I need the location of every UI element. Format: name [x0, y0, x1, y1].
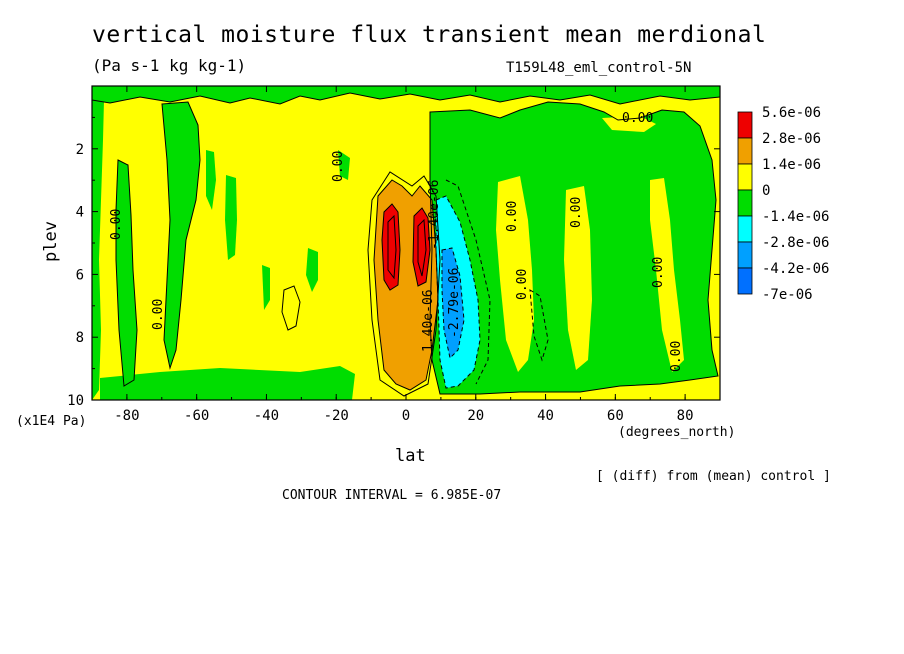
colorbar-swatch: [737, 189, 753, 217]
x-tick-label: -60: [184, 408, 209, 424]
x-axis-label: lat: [395, 446, 426, 466]
y-tick-label: 8: [76, 330, 84, 346]
contour-label: -1.40e-06: [427, 180, 442, 250]
colorbar-swatch: [737, 111, 753, 139]
x-tick-label: 0: [402, 408, 410, 424]
contour-neg-far: [445, 179, 491, 385]
field-green-patch-45s: [225, 175, 237, 260]
contour-label: 0.00: [569, 197, 584, 228]
colorbar: 5.6e-06 2.8e-06 1.4e-06 0 -1.4e-06 -2.8e-06 -4…: [737, 105, 829, 303]
y-axis-ticks: 2 4 6 8 10: [67, 116, 720, 409]
contour-label: 0.00: [505, 201, 520, 232]
field-green-patch-15s-top: [338, 150, 350, 180]
run-label: T159L48_eml_control-5N: [506, 60, 692, 76]
contour-plume-outer: [367, 171, 441, 397]
contour-green-patch-70s: [161, 101, 201, 370]
contour-lines: [91, 92, 721, 397]
field-yellow-band-north-4: [602, 116, 656, 132]
field-yellow-band-north-1: [496, 176, 534, 372]
contour-interval: CONTOUR INTERVAL = 6.985E-07: [282, 488, 502, 503]
x-tick-label: -80: [114, 408, 139, 424]
field-yellow-band-north-3: [650, 178, 684, 372]
contour-neg-north: [529, 289, 549, 362]
contour-label: 0.00: [151, 299, 166, 330]
colorbar-label: -7e-06: [762, 287, 813, 303]
y-axis-units: (x1E4 Pa): [16, 414, 87, 429]
diff-note: [ (diff) from (mean) control ]: [596, 469, 831, 484]
colorbar-label: -4.2e-06: [762, 261, 829, 277]
x-tick-label: -20: [324, 408, 349, 424]
contour-plume-mid: [373, 179, 439, 391]
contour-green-patch-80s: [115, 159, 138, 387]
y-tick-label: 6: [76, 267, 84, 283]
contour-inner-north: [417, 218, 427, 277]
field-green-patch-low-left: [100, 366, 355, 400]
x-tick-label: 40: [537, 408, 554, 424]
x-axis-units: (degrees_north): [618, 425, 736, 440]
contour-label: 0.00: [669, 341, 684, 372]
contour-red-north: [412, 207, 431, 287]
field-yellow-band-north-2: [564, 186, 592, 370]
colorbar-label: -1.4e-06: [762, 209, 829, 225]
contour-label: -2.79e-06: [447, 268, 462, 338]
colorbar-swatch: [737, 137, 753, 165]
field-green-patch-70s: [162, 102, 200, 368]
y-axis-label: plev: [41, 221, 61, 262]
contour-zero-top: [91, 92, 721, 105]
contour-label: 0.00: [331, 151, 346, 182]
field-green-patch-80s: [116, 160, 137, 386]
x-tick-label: 60: [607, 408, 624, 424]
chart-subtitle: (Pa s-1 kg kg-1): [92, 56, 247, 75]
contour-label: 0.00: [622, 111, 653, 126]
colorbar-swatch: [737, 163, 753, 191]
field-red-core-south: [382, 204, 400, 290]
field-green-patch-25s: [306, 248, 318, 292]
y-tick-label: 2: [76, 142, 84, 158]
contour-neg-outer: [435, 195, 481, 389]
colorbar-swatch: [737, 215, 753, 243]
x-tick-label: 20: [467, 408, 484, 424]
contour-inner-south: [387, 214, 397, 280]
field-green-patch-30s-low: [262, 265, 270, 310]
colorbar-label: -2.8e-06: [762, 235, 829, 251]
chart-title: vertical moisture flux transient mean me…: [92, 22, 767, 48]
x-tick-label: -40: [254, 408, 279, 424]
contour-zero-north-region: [429, 101, 719, 395]
field-blue-core: [442, 248, 464, 358]
y-tick-label: 4: [76, 205, 84, 221]
x-tick-label: 80: [677, 408, 694, 424]
contour-label: 1.40e-06: [421, 289, 436, 352]
x-axis-ticks: -80 -60 -40 -20 0 20 40 60 80: [91, 86, 721, 424]
colorbar-label: 5.6e-06: [762, 105, 821, 121]
contour-label: 0.00: [651, 257, 666, 288]
contour-label: 0.00: [109, 209, 124, 240]
contour-red-south: [381, 203, 401, 291]
colorbar-swatch: [737, 241, 753, 269]
field-left-green-edge: [92, 97, 104, 400]
contour-label-group: 0.00 0.00 0.00 1.40e-06 -2.79e-06 -1.40e…: [109, 111, 684, 372]
field-red-core-north: [413, 208, 430, 286]
colorbar-swatch: [737, 267, 753, 295]
negative-contour-lines: [435, 179, 549, 389]
contour-label: 0.00: [515, 269, 530, 300]
contour-small-loop: [281, 285, 301, 331]
colorbar-label: 1.4e-06: [762, 157, 821, 173]
colorbar-label: 0: [762, 183, 770, 199]
colorbar-label: 2.8e-06: [762, 131, 821, 147]
y-tick-label: 10: [67, 393, 84, 409]
filled-contour-field: [92, 86, 720, 400]
field-green-patch-55s: [206, 150, 216, 210]
contour-neg-inner: [441, 247, 465, 360]
